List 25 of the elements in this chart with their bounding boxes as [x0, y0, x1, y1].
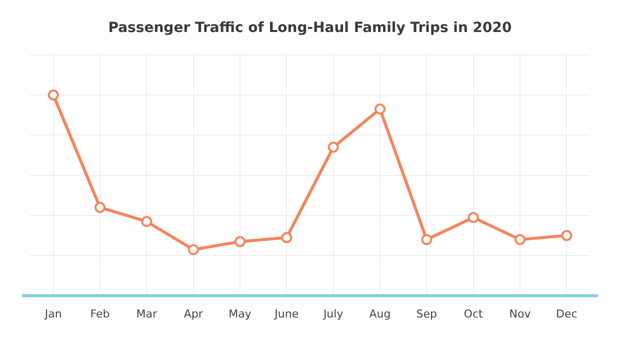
- x-tick-label: July: [322, 307, 344, 320]
- point: [468, 212, 479, 223]
- point: [188, 244, 199, 256]
- x-tick-label: May: [228, 307, 252, 320]
- x-tick-label: Sep: [416, 307, 438, 320]
- point: [328, 142, 339, 153]
- point: [421, 234, 432, 246]
- x-tick-label: Oct: [464, 307, 484, 320]
- x-tick-label: Nov: [509, 307, 532, 320]
- point: [514, 234, 526, 246]
- x-tick-label: Feb: [90, 307, 110, 320]
- point: [234, 236, 246, 248]
- point: [374, 104, 386, 115]
- x-tick-label: June: [274, 307, 299, 320]
- x-tick-label: Aug: [369, 307, 391, 320]
- point: [94, 202, 106, 213]
- point: [281, 232, 292, 244]
- x-tick-label: Dec: [556, 307, 578, 320]
- x-tick-label: Apr: [184, 307, 204, 320]
- chart-title: Passenger Traffic of Long-Haul Family Trips in 2020: [108, 20, 512, 36]
- point: [48, 89, 59, 100]
- x-tick-label: Mar: [136, 307, 158, 320]
- point: [141, 216, 152, 227]
- x-tick-label: Jan: [44, 307, 62, 320]
- point: [561, 230, 572, 242]
